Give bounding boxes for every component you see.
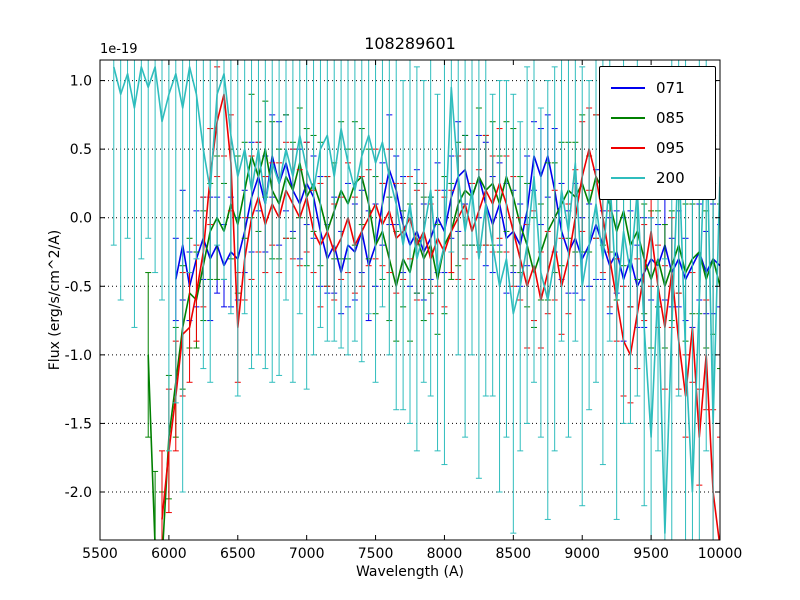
legend-entry-3: 200	[600, 163, 715, 193]
x-tick-label: 7500	[358, 546, 394, 562]
y-tick-label: -1.5	[65, 416, 92, 432]
legend: 071 085 095 200	[599, 66, 716, 200]
axes-frame	[99, 59, 721, 541]
x-tick-label: 10000	[698, 546, 743, 562]
legend-entry-2: 095	[600, 133, 715, 163]
x-tick-label: 6000	[151, 546, 187, 562]
legend-label: 085	[656, 109, 685, 127]
y-tick-label: -0.5	[65, 279, 92, 295]
y-axis-offset-label: 1e-19	[100, 42, 138, 57]
y-tick-label: 1.0	[70, 74, 92, 90]
x-tick-label: 7000	[289, 546, 325, 562]
x-tick-label: 8500	[496, 546, 532, 562]
y-tick-label: 0.5	[70, 142, 92, 158]
x-tick-label: 9500	[633, 546, 669, 562]
legend-line-sample-icon	[611, 87, 645, 89]
x-tick-label: 9000	[564, 546, 600, 562]
legend-line-sample-icon	[611, 117, 645, 119]
series-line-085	[147, 148, 720, 540]
x-tick-label: 5500	[82, 546, 118, 562]
x-tick-label: 8000	[427, 546, 463, 562]
legend-entry-0: 071	[600, 73, 715, 103]
legend-label: 071	[656, 79, 685, 97]
x-tick-label: 6500	[220, 546, 256, 562]
chart-title: 108289601	[364, 34, 456, 53]
y-tick-label: -1.0	[65, 348, 92, 364]
legend-label: 095	[656, 139, 685, 157]
legend-line-sample-icon	[611, 147, 645, 149]
legend-line-sample-icon	[611, 177, 645, 179]
legend-entry-1: 085	[600, 103, 715, 133]
y-tick-label: 0.0	[70, 211, 92, 227]
legend-label: 200	[656, 169, 685, 187]
series-line-200	[113, 66, 720, 534]
x-axis-label: Wavelength (A)	[355, 564, 464, 580]
series-line-095	[161, 93, 720, 540]
y-tick-label: -2.0	[65, 485, 92, 501]
y-axis-label: Flux (erg/s/cm^2/A)	[47, 229, 63, 371]
